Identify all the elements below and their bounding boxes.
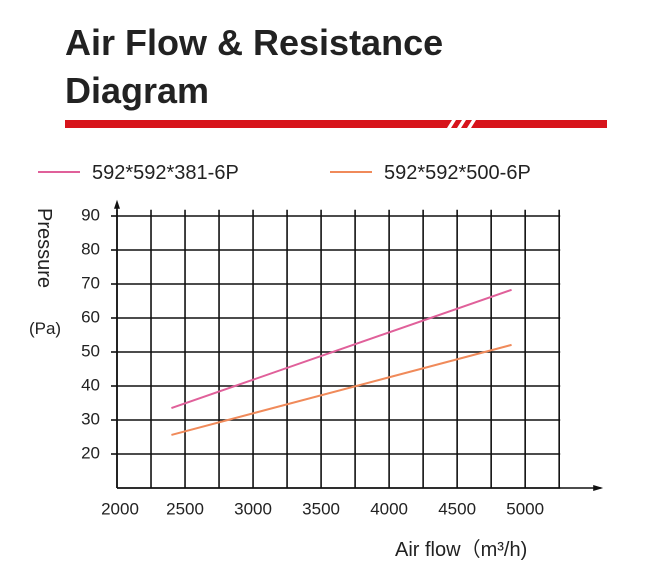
y-tick-label: 30 [81,409,100,428]
y-tick-label: 20 [81,443,100,462]
x-tick-label: 2500 [166,499,204,518]
x-tick-label: 2000 [101,499,139,518]
bar-stripe [447,120,456,128]
x-tick-label: 3500 [302,499,340,518]
y-axis-unit: (Pa) [29,319,61,338]
chart-title: Air Flow & Resistance [65,22,443,63]
y-axis-label: Pressure [33,208,55,288]
y-tick-label: 60 [81,307,100,326]
y-tick-label: 70 [81,273,100,292]
x-tick-label: 4000 [370,499,408,518]
legend-label: 592*592*381-6P [92,162,239,184]
x-axis-label: Air flow（m³/h) [395,538,527,561]
title-bar [65,120,607,128]
axis-arrow [593,485,604,491]
data-line [171,343,512,436]
x-tick-label: 5000 [506,499,544,518]
y-tick-label: 50 [81,341,100,360]
axis-arrow [114,199,120,209]
x-tick-label: 3000 [234,499,272,518]
y-tick-label: 90 [81,205,100,224]
legend-label: 592*592*500-6P [384,162,531,184]
chart-title: Diagram [65,70,209,111]
y-tick-label: 40 [81,375,100,394]
bar-stripe [467,120,476,128]
data-line [171,288,512,410]
x-tick-label: 4500 [438,499,476,518]
y-tick-label: 80 [81,239,100,258]
bar-stripe [457,120,466,128]
